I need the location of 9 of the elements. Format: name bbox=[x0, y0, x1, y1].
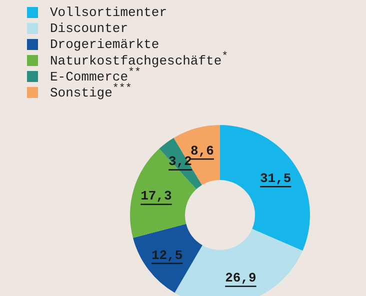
legend-label: Drogeriemärkte bbox=[50, 36, 160, 52]
legend-label: Vollsortimenter bbox=[50, 4, 168, 20]
data-label: 17,3 bbox=[140, 188, 172, 204]
legend-label: Discounter bbox=[50, 20, 128, 36]
data-label: 8,6 bbox=[190, 143, 214, 158]
data-label: 12,5 bbox=[151, 248, 183, 263]
legend-label: Sonstige$^{***}$ bbox=[50, 83, 132, 101]
data-label: 31,5 bbox=[260, 170, 292, 186]
data-label: 26,9 bbox=[225, 270, 257, 286]
